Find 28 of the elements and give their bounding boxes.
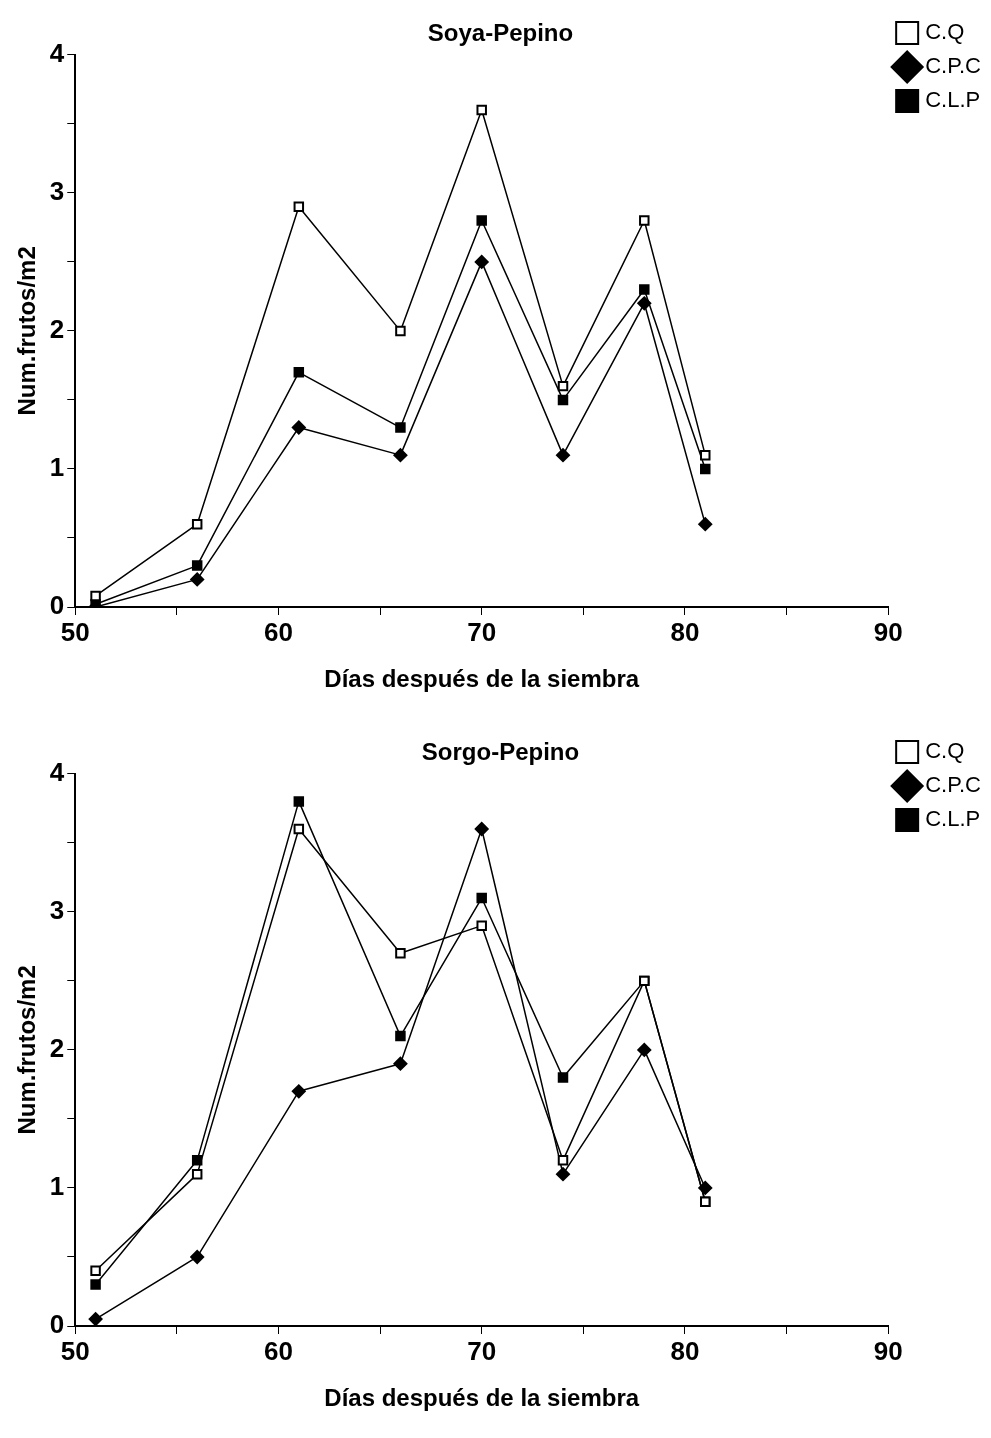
chart-title: Sorgo-Pepino xyxy=(421,738,580,766)
x-axis-title: Días después de la siembra xyxy=(324,1384,640,1412)
x-tick-label: 60 xyxy=(264,616,293,647)
y-tick-label: 4 xyxy=(49,756,65,787)
x-axis-title: Días después de la siembra xyxy=(324,665,640,693)
legend-label: C.Q xyxy=(925,19,965,45)
y-tick-label: 1 xyxy=(49,1171,65,1202)
x-tick-label: 70 xyxy=(467,616,497,647)
x-tick-label: 80 xyxy=(670,616,700,647)
y-axis-title: Num.frutos/m2 xyxy=(13,965,41,1135)
y-tick-label: 2 xyxy=(49,1033,65,1064)
legend-label: C.L.P xyxy=(925,806,981,832)
legend-label: C.Q xyxy=(925,738,965,764)
x-tick-label: 90 xyxy=(873,616,903,647)
x-tick-label: 60 xyxy=(264,1335,293,1366)
y-tick-label: 4 xyxy=(49,37,65,68)
legend-label: C.L.P xyxy=(925,87,981,113)
x-tick-label: 80 xyxy=(670,1335,700,1366)
y-axis-title: Num.frutos/m2 xyxy=(13,246,41,416)
chart-title: Soya-Pepino xyxy=(427,19,574,47)
y-tick-label: 3 xyxy=(49,176,65,207)
x-tick-label: 90 xyxy=(873,1335,903,1366)
x-tick-label: 70 xyxy=(467,1335,497,1366)
y-tick-label: 3 xyxy=(49,895,65,926)
y-tick-label: 1 xyxy=(49,452,65,483)
legend-label: C.P.C xyxy=(925,772,982,798)
legend-label: C.P.C xyxy=(925,53,982,79)
y-tick-label: 2 xyxy=(49,314,65,345)
